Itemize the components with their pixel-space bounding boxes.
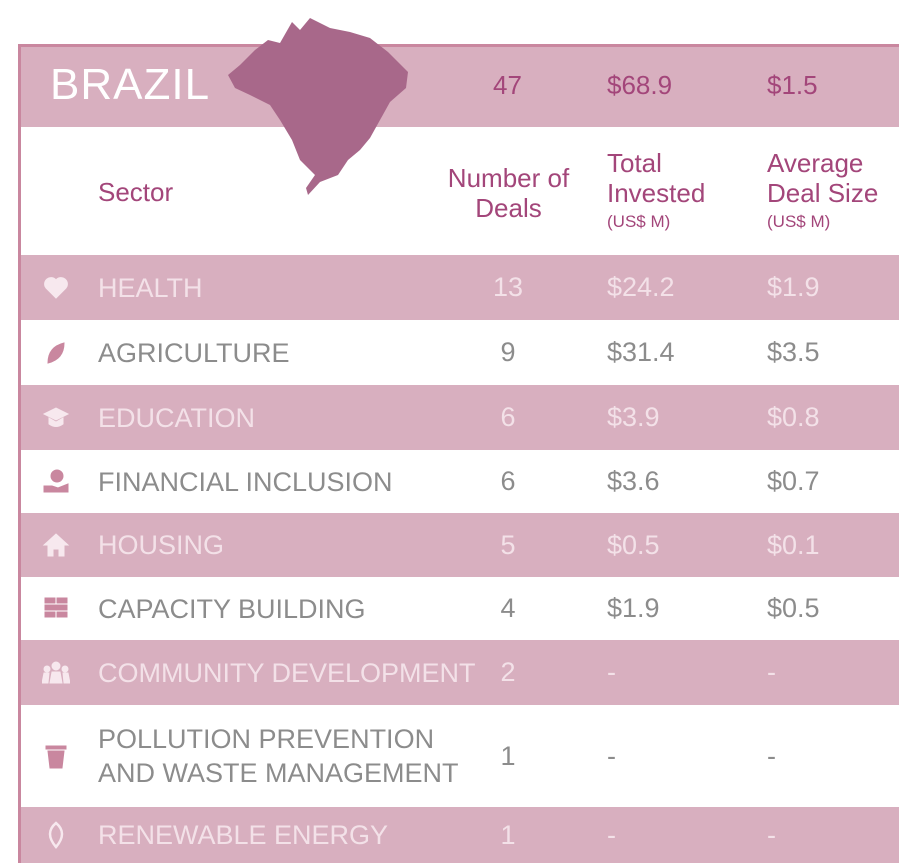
icon xyxy=(43,469,69,492)
sector-name: AGRICULTURE xyxy=(98,337,290,368)
sector-name: EDUCATION xyxy=(98,402,256,433)
sector-icon xyxy=(42,339,70,367)
sector-name: RENEWABLE ENERGY xyxy=(98,820,389,850)
invested: $3.9 xyxy=(607,402,660,432)
sector-icon xyxy=(42,742,70,770)
total-average: $1.5 xyxy=(767,70,818,100)
sector-icon xyxy=(42,595,70,623)
deals: 4 xyxy=(500,593,516,623)
deals: 1 xyxy=(500,819,516,850)
icon xyxy=(41,661,71,683)
average: $0.8 xyxy=(767,402,820,432)
average: $0.1 xyxy=(767,529,820,560)
invested: $3.6 xyxy=(607,466,660,496)
col-sector: Sector xyxy=(98,177,174,207)
sector-name: FINANCIAL INCLUSION xyxy=(98,466,393,497)
col-deals: Number of Deals xyxy=(447,163,570,223)
deals: 1 xyxy=(500,740,516,771)
row-band xyxy=(21,640,899,705)
row-band xyxy=(21,807,899,863)
deals: 9 xyxy=(500,337,516,367)
invested: $31.4 xyxy=(607,337,675,367)
invested: - xyxy=(607,819,616,850)
col-average-unit: (US$ M) xyxy=(767,212,831,231)
invested: $0.5 xyxy=(607,529,660,560)
total-deals: 47 xyxy=(493,70,522,100)
sector-icon xyxy=(42,821,70,849)
sector-icon xyxy=(42,468,70,496)
average: - xyxy=(767,740,776,771)
row-band xyxy=(21,513,899,577)
average: - xyxy=(767,819,776,850)
sector-name: CAPACITY BUILDING xyxy=(98,593,366,624)
row-band xyxy=(21,255,899,320)
sector-name: HEALTH xyxy=(98,272,203,303)
sector-name: HOUSING xyxy=(98,530,225,560)
deals: 6 xyxy=(500,466,516,496)
average: $1.9 xyxy=(767,272,820,302)
icon xyxy=(42,406,70,427)
sector-name: POLLUTION PREVENTION AND WASTE MANAGEMEN… xyxy=(98,724,459,788)
deals: 5 xyxy=(500,529,516,560)
brazil-map xyxy=(228,18,408,195)
invested: - xyxy=(607,740,616,771)
deals: 13 xyxy=(492,272,524,302)
invested: $1.9 xyxy=(607,593,660,623)
sector-icon xyxy=(42,274,70,302)
icon xyxy=(48,821,64,849)
col-average: Average Deal Size xyxy=(767,148,879,208)
total-invested: $68.9 xyxy=(607,70,673,100)
col-invested: Total Invested xyxy=(607,148,706,208)
sector-icon xyxy=(42,531,70,559)
icon xyxy=(44,276,68,299)
country-title: BRAZIL xyxy=(50,60,211,109)
sector-icon xyxy=(42,404,70,432)
icon xyxy=(47,341,65,364)
table-frame xyxy=(18,44,899,863)
icon xyxy=(45,745,67,769)
invested: - xyxy=(607,657,616,687)
average: $0.5 xyxy=(767,593,820,623)
deals: 2 xyxy=(500,657,516,687)
row-band xyxy=(21,385,899,450)
icon xyxy=(44,597,68,617)
col-invested-unit: (US$ M) xyxy=(607,212,671,231)
sector-name: COMMUNITY DEVELOPMENT xyxy=(98,657,476,688)
sector-icon xyxy=(41,659,71,687)
average: - xyxy=(767,657,776,687)
deals: 6 xyxy=(500,402,516,432)
header-band xyxy=(21,47,899,127)
icon xyxy=(42,533,70,557)
average: $0.7 xyxy=(767,466,820,496)
average: $3.5 xyxy=(767,337,820,367)
invested: $24.2 xyxy=(607,272,675,302)
